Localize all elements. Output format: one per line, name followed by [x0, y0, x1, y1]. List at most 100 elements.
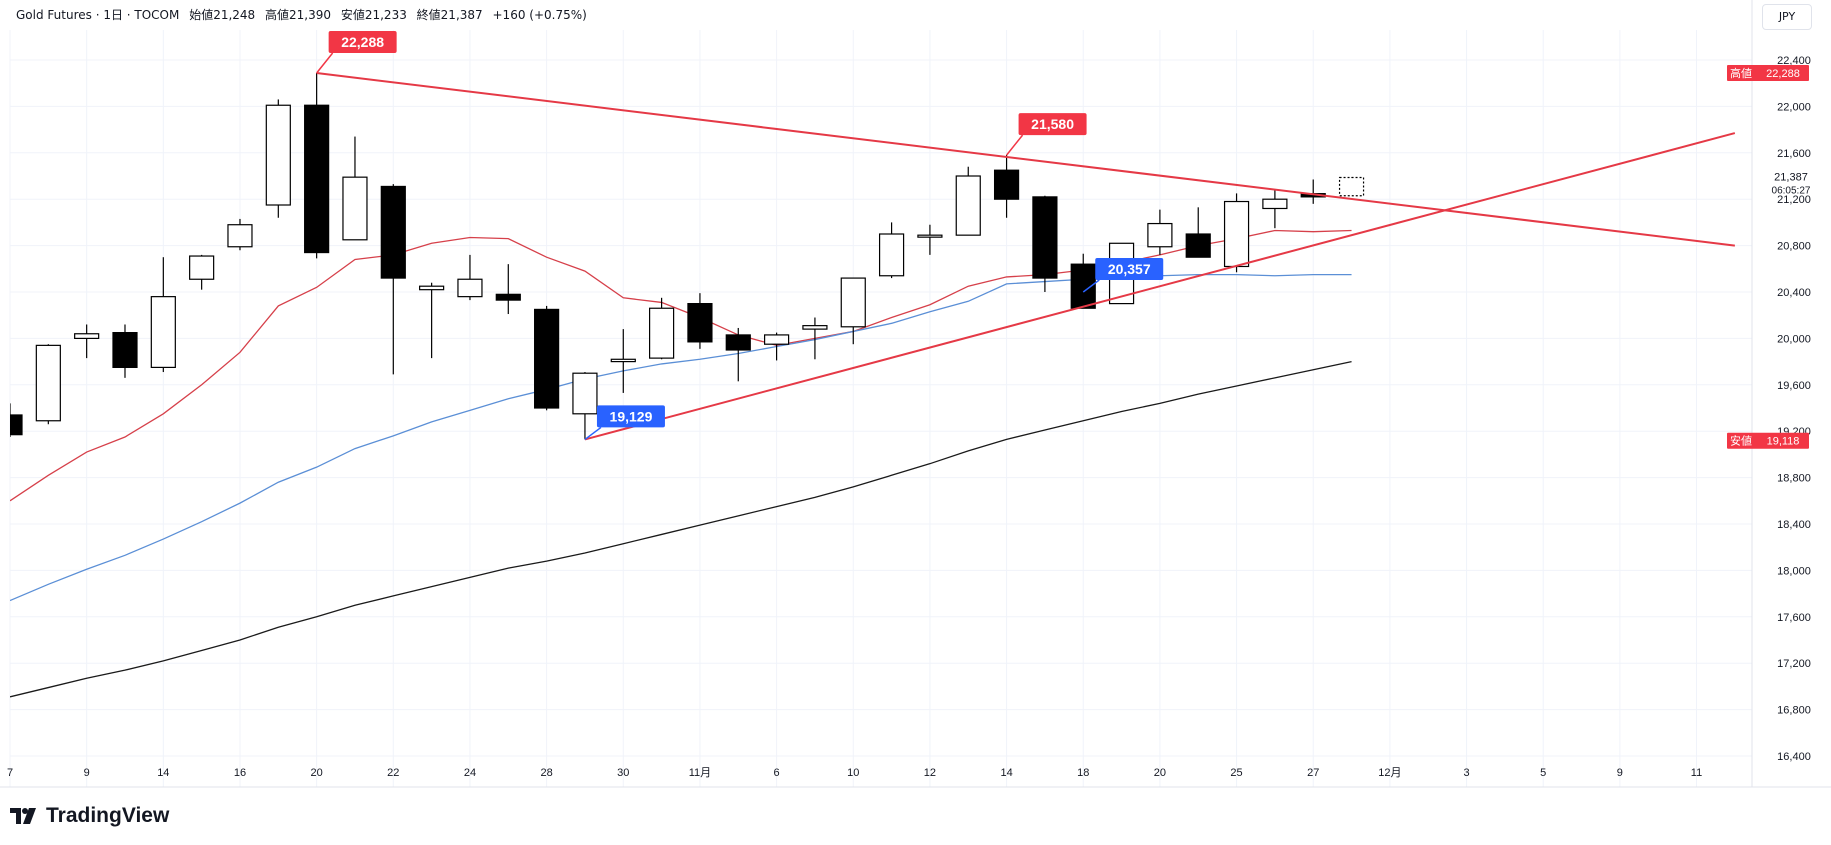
- candle-body: [610, 358, 636, 363]
- high-callout: 21,580: [1005, 113, 1087, 156]
- price-axis: 16,400 16,800 17,200 17,600 18,000 18,400 18,8…: [1777, 55, 1811, 763]
- candle-body: [112, 332, 138, 369]
- candle-body: [649, 307, 675, 359]
- candle: [1223, 193, 1250, 273]
- candle: [10, 403, 23, 437]
- candle-body: [534, 308, 560, 409]
- candle: [993, 155, 1020, 218]
- candle: [265, 99, 291, 218]
- candle-body: [227, 224, 253, 248]
- candle: [457, 254, 483, 301]
- tradingview-logo[interactable]: TradingView: [10, 804, 169, 828]
- candle-body: [878, 233, 905, 277]
- candle: [1070, 253, 1096, 309]
- candle: [802, 317, 828, 360]
- candle: [189, 254, 215, 290]
- candle: [495, 264, 521, 315]
- candle-body: [687, 303, 713, 343]
- x-tick-label: 25: [1230, 767, 1242, 779]
- callout-text: 22,288: [341, 34, 384, 50]
- candle-body: [304, 104, 330, 254]
- open-value: 始値21,248: [189, 8, 256, 22]
- y-tick-label: 21,200: [1777, 194, 1811, 206]
- ma-line-2: [10, 360, 1352, 698]
- candle: [1185, 207, 1211, 258]
- low-callout: 19,129: [584, 405, 665, 441]
- x-tick-label: 5: [1540, 767, 1546, 779]
- candle-body: [342, 176, 368, 241]
- callout-text: 21,580: [1031, 116, 1074, 132]
- trendline-1: [584, 132, 1736, 441]
- ma-line-1: [10, 273, 1352, 602]
- candle: [74, 324, 100, 359]
- x-tick-label: 6: [774, 767, 780, 779]
- symbol-header: Gold Futures · 1日 · TOCOM 始値21,248 高値21,…: [16, 6, 593, 23]
- x-tick-label: 22: [387, 767, 399, 779]
- candle: [419, 282, 445, 359]
- x-tick-label: 9: [84, 767, 90, 779]
- last-price-tag: 21,387 06:05:27: [1764, 167, 1820, 197]
- y-tick-label: 19,600: [1777, 380, 1811, 392]
- candle-body: [10, 414, 23, 436]
- candle-body: [763, 334, 790, 345]
- x-tick-label: 14: [157, 767, 169, 779]
- callout-badge: [1018, 113, 1087, 136]
- axis-price-label-bg: [1727, 432, 1809, 449]
- low-callout: 20,357: [1082, 258, 1164, 293]
- candle-body: [150, 296, 176, 369]
- candle-body: [1338, 176, 1365, 197]
- callout-pointer: [1082, 279, 1100, 293]
- x-tick-label: 27: [1307, 767, 1319, 779]
- last-price-value: 21,387: [1774, 172, 1808, 184]
- candle: [1262, 189, 1288, 229]
- x-tick-label: 11月: [689, 767, 711, 779]
- candle-body: [1223, 200, 1250, 268]
- grid: [9, 30, 1752, 787]
- candle: [227, 218, 253, 251]
- symbol-title[interactable]: Gold Futures · 1日 · TOCOM: [16, 8, 180, 22]
- candle: [917, 224, 943, 255]
- x-tick-label: 20: [311, 767, 323, 779]
- x-tick-label: 28: [540, 767, 552, 779]
- x-tick-label: 12: [924, 767, 936, 779]
- candle: [304, 72, 330, 259]
- x-tick-label: 16: [234, 767, 246, 779]
- candle-body: [189, 255, 215, 280]
- y-tick-label: 18,000: [1777, 565, 1811, 577]
- candle: [1032, 195, 1058, 292]
- candle: [112, 324, 138, 378]
- y-tick-label: 20,400: [1777, 287, 1811, 299]
- x-tick-label: 9: [1617, 767, 1623, 779]
- time-axis: 7 9 14 16 20 22 24 28 30 11月 6 10 12 14 18 20 25 27 12月 3 5 9…: [7, 767, 1702, 779]
- candle: [1300, 179, 1326, 204]
- x-tick-label: 11: [1691, 767, 1702, 779]
- candle-body: [993, 169, 1020, 200]
- axis-price-label-bg: [1727, 64, 1809, 81]
- y-tick-label: 21,600: [1777, 148, 1811, 160]
- candle-body: [35, 344, 61, 422]
- candle: [878, 222, 905, 279]
- callout-text: 20,357: [1108, 261, 1151, 277]
- axis-price-label: 高値 22,288: [1727, 64, 1809, 81]
- high-callout: 22,288: [316, 30, 397, 74]
- currency-button[interactable]: JPY: [1762, 4, 1812, 30]
- candle-body: [725, 334, 751, 351]
- candle-body: [1262, 198, 1288, 210]
- candle: [380, 184, 406, 375]
- candle: [649, 297, 675, 360]
- y-tick-label: 17,600: [1777, 612, 1811, 624]
- brand-name: TradingView: [46, 804, 170, 827]
- candle-body: [917, 234, 943, 238]
- axis-price-label-value: 19,118: [1767, 436, 1800, 448]
- candle: [1338, 176, 1365, 197]
- x-tick-label: 10: [847, 767, 859, 779]
- candle-body: [955, 175, 981, 236]
- plot-area: [10, 71, 1736, 698]
- candle: [342, 136, 368, 241]
- y-tick-label: 18,400: [1777, 519, 1811, 531]
- candle: [955, 166, 981, 236]
- candle-body: [265, 104, 291, 206]
- candle-body: [419, 285, 445, 291]
- x-tick-label: 14: [1000, 767, 1012, 779]
